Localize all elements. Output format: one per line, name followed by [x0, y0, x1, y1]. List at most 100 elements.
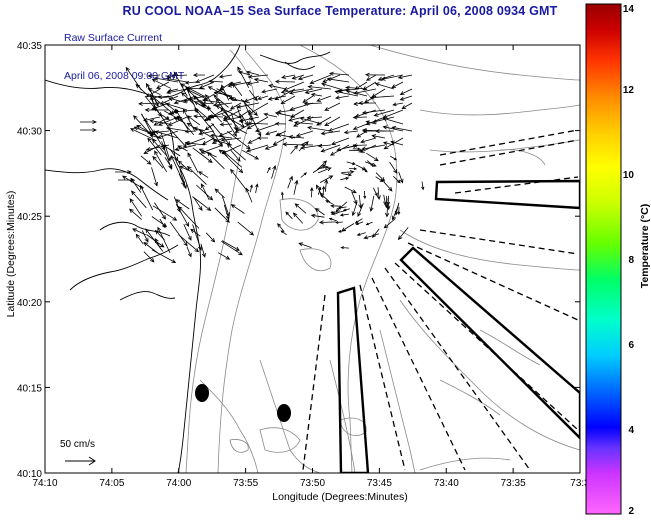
- current-arrow: [211, 122, 231, 146]
- colorbar-tick-label: 12: [623, 85, 635, 96]
- current-arrow: [324, 102, 341, 111]
- current-arrow: [177, 160, 190, 172]
- current-arrow: [227, 130, 251, 150]
- current-arrow: [300, 172, 308, 178]
- legend-line-1: Raw Surface Current: [64, 32, 163, 44]
- current-arrow: [147, 73, 161, 78]
- current-arrow: [215, 105, 241, 119]
- current-arrow: [303, 101, 323, 106]
- current-arrow: [178, 165, 193, 173]
- current-arrow: [325, 200, 333, 205]
- current-arrow: [154, 229, 165, 241]
- current-arrow: [159, 95, 179, 105]
- current-arrow: [267, 95, 287, 101]
- current-arrow: [391, 81, 404, 89]
- current-arrow: [283, 81, 305, 91]
- current-arrow: [276, 132, 296, 139]
- current-arrow: [343, 130, 359, 135]
- current-arrow: [221, 114, 246, 128]
- current-arrow: [356, 164, 367, 171]
- current-arrow: [179, 169, 187, 190]
- current-arrow: [173, 196, 181, 213]
- current-arrow: [280, 191, 284, 200]
- current-arrow: [287, 175, 293, 189]
- current-arrow: [193, 114, 206, 119]
- current-arrow: [220, 137, 242, 142]
- current-arrow: [369, 95, 395, 100]
- current-arrow: [375, 176, 384, 183]
- current-arrow: [358, 100, 377, 106]
- current-arrow: [186, 246, 192, 258]
- current-arrow: [399, 88, 413, 95]
- current-arrow: [328, 71, 350, 76]
- current-arrow: [248, 110, 262, 137]
- current-arrow: [366, 152, 379, 162]
- current-arrow: [382, 125, 404, 132]
- x-tick-label: 73:50: [300, 478, 325, 489]
- y-ticks: [45, 44, 580, 474]
- y-tick-label: 40:35: [17, 41, 42, 52]
- current-arrow: [317, 143, 332, 148]
- map-layers: [45, 45, 580, 473]
- current-arrow: [174, 108, 189, 130]
- current-arrow: [232, 82, 243, 96]
- current-arrow: [339, 213, 349, 217]
- current-arrow: [154, 130, 179, 139]
- y-axis-label: Latitude (Degrees:Minutes): [5, 190, 17, 318]
- current-arrow: [361, 109, 386, 115]
- current-arrow: [183, 224, 192, 241]
- current-arrow: [373, 109, 395, 117]
- current-arrow: [264, 144, 278, 150]
- current-arrow: [358, 194, 363, 209]
- current-arrow: [393, 175, 401, 184]
- current-arrow: [274, 111, 296, 118]
- current-arrow: [372, 116, 395, 124]
- current-arrow: [207, 86, 229, 97]
- current-arrow: [272, 137, 287, 146]
- current-arrow: [192, 224, 202, 251]
- current-arrow: [186, 115, 201, 126]
- current-arrow: [255, 183, 259, 194]
- current-arrow: [363, 190, 367, 200]
- current-arrow: [118, 177, 135, 183]
- current-arrow: [218, 252, 231, 260]
- current-arrow: [298, 141, 309, 152]
- current-arrow: [337, 206, 347, 210]
- current-arrow: [346, 144, 358, 149]
- current-arrow: [330, 144, 350, 156]
- y-tick-label: 40:30: [17, 127, 42, 138]
- current-arrow: [121, 175, 144, 189]
- current-arrow: [299, 116, 323, 125]
- coastline: [45, 45, 331, 473]
- current-arrow: [225, 119, 237, 137]
- y-tick-labels: 40:35 40:30 40:25 40:20 40:15 40:10: [17, 41, 42, 480]
- current-arrow: [229, 102, 242, 110]
- current-arrow: [384, 196, 389, 209]
- colorbar-tick-label: 4: [628, 425, 634, 436]
- current-arrow: [317, 186, 322, 195]
- current-arrow: [151, 95, 175, 115]
- current-arrow: [268, 84, 287, 90]
- current-arrow: [421, 181, 425, 191]
- current-arrow: [348, 167, 358, 171]
- current-arrow: [304, 88, 323, 95]
- current-arrow: [128, 208, 142, 220]
- current-arrow: [331, 137, 350, 146]
- current-arrow: [167, 116, 188, 126]
- current-arrow: [220, 90, 234, 100]
- current-arrow: [295, 130, 314, 138]
- current-arrow: [221, 240, 243, 256]
- x-tick-label: 74:00: [166, 478, 191, 489]
- current-arrow: [188, 98, 205, 108]
- current-arrow: [178, 234, 200, 253]
- current-arrow: [257, 136, 268, 140]
- current-arrow: [223, 204, 230, 221]
- colorbar-tick-label: 6: [628, 340, 634, 351]
- current-arrow: [196, 184, 214, 201]
- current-arrow: [382, 141, 395, 146]
- current-arrow: [184, 80, 197, 85]
- current-arrow: [192, 147, 213, 164]
- current-arrow: [200, 99, 211, 110]
- current-arrow: [80, 127, 97, 133]
- current-arrow: [173, 116, 186, 124]
